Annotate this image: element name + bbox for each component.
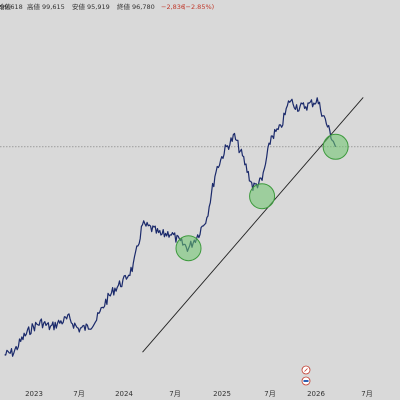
x-tick-label: 7月 [264,390,275,398]
header-high-value: 99,615 [42,3,65,11]
x-tick-label: 2023 [25,390,43,398]
support-circle-marker [322,133,349,160]
header-low-label: 安値 [72,2,86,11]
header-close-label: 終値 [117,2,131,11]
price-series-line [4,97,337,357]
x-tick-label: 7月 [361,390,372,398]
header-change-pct: (−2.85%) [183,3,214,11]
x-tick-label: 2025 [213,390,231,398]
header-low-value: 95,919 [87,3,110,11]
event-icon[interactable] [301,376,311,386]
x-tick-label: 7月 [73,390,84,398]
header-open-value: 99,618 [0,3,23,11]
x-axis: 2023 7月 2024 7月 2025 7月 2026 7月 [25,390,373,398]
header-high-label: 高値 [27,2,41,11]
header-close-value: 96,780 [132,3,155,11]
x-tick-label: 2024 [115,390,133,398]
support-circle-marker [175,235,202,262]
event-icon[interactable] [301,365,311,375]
x-tick-label: 7月 [169,390,180,398]
header-open-label: 始値 [0,2,12,11]
x-tick-label: 2026 [307,390,325,398]
header-change-value: −2,836 [161,3,185,11]
support-markers [175,133,349,262]
support-circle-marker [249,183,276,210]
